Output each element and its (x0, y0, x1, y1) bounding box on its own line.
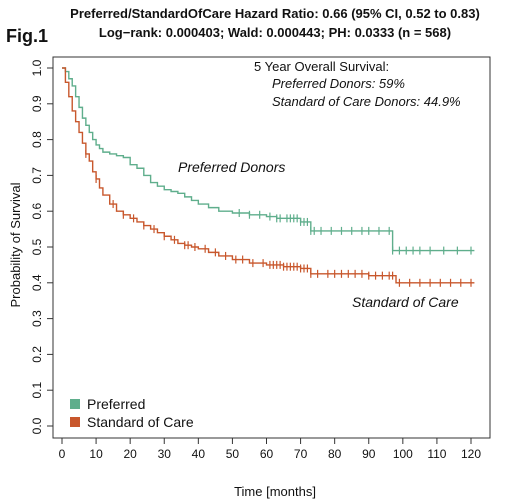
axes: 0 10 20 30 40 50 60 70 80 90 100 110 120 0.0 0.1 0.2 0.3… (30, 56, 491, 461)
survival-curves (62, 67, 475, 287)
x-tick-label: 30 (158, 447, 172, 461)
x-tick-label: 120 (461, 447, 481, 461)
y-tick-label: 0.1 (30, 382, 44, 399)
y-tick-label: 0.8 (30, 131, 44, 148)
x-tick-label: 90 (362, 447, 376, 461)
legend-swatch-standard (70, 417, 80, 427)
legend: Preferred Standard of Care (70, 396, 194, 430)
legend-label-standard: Standard of Care (87, 414, 194, 430)
x-tick-label: 100 (393, 447, 413, 461)
y-tick-label: 0.5 (30, 238, 44, 255)
legend-swatch-preferred (70, 399, 80, 409)
plot-frame (52, 56, 491, 439)
chart-title-line-2: Log−rank: 0.000403; Wald: 0.000443; PH: … (99, 25, 451, 40)
annotation-standard: Standard of Care Donors: 44.9% (272, 94, 461, 109)
annotation-heading: 5 Year Overall Survival: (254, 59, 389, 74)
legend-label-preferred: Preferred (87, 396, 145, 412)
x-tick-label: 60 (260, 447, 274, 461)
curve-label-standard: Standard of Care (352, 294, 459, 310)
y-tick-label: 0.2 (30, 346, 44, 363)
x-axis-label: Time [months] (234, 484, 316, 499)
figure-label: Fig.1 (6, 26, 48, 46)
annotation-preferred: Preferred Donors: 59% (272, 76, 405, 91)
x-tick-label: 0 (59, 447, 66, 461)
curve-label-preferred: Preferred Donors (178, 159, 285, 175)
survival-curve-preferred (62, 67, 475, 252)
y-tick-label: 0.0 (30, 417, 44, 434)
x-tick-label: 20 (123, 447, 137, 461)
y-axis-label: Probability of Survival (8, 182, 23, 307)
survival-curve-standard (62, 67, 475, 284)
y-tick-label: 0.4 (30, 274, 44, 291)
x-tick-label: 80 (328, 447, 342, 461)
x-tick-label: 40 (192, 447, 206, 461)
chart-title-line-1: Preferred/StandardOfCare Hazard Ratio: 0… (70, 6, 480, 21)
y-tick-label: 0.7 (30, 167, 44, 184)
x-tick-label: 50 (226, 447, 240, 461)
y-tick-label: 0.9 (30, 95, 44, 112)
y-tick-label: 0.6 (30, 203, 44, 220)
x-tick-label: 10 (89, 447, 103, 461)
x-tick-label: 70 (294, 447, 308, 461)
y-tick-label: 0.3 (30, 310, 44, 327)
y-tick-label: 1.0 (30, 59, 44, 76)
x-tick-label: 110 (427, 447, 446, 461)
